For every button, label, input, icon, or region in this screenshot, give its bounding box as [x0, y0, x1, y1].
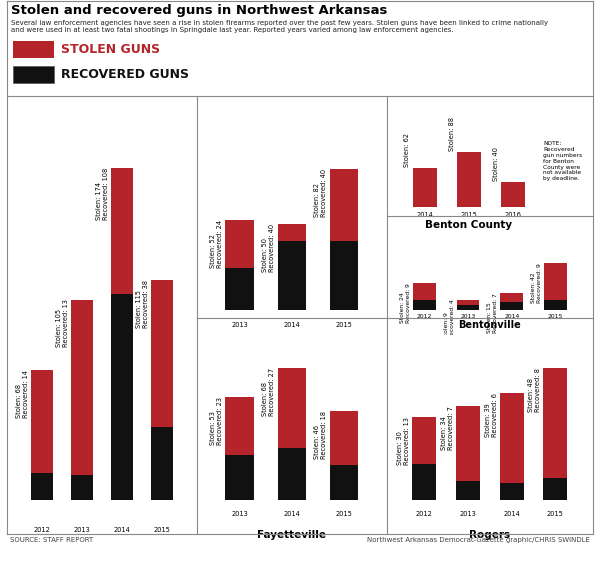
- Text: Stolen: 39
Recovered: 6: Stolen: 39 Recovered: 6: [485, 393, 497, 436]
- Bar: [330, 241, 358, 310]
- Text: Stolen: 9
Recovered: 4: Stolen: 9 Recovered: 4: [444, 300, 455, 339]
- Bar: [412, 418, 436, 500]
- Bar: [413, 300, 436, 310]
- Bar: [330, 465, 358, 500]
- Bar: [500, 302, 523, 310]
- Text: SOURCE: STAFF REPORT: SOURCE: STAFF REPORT: [10, 537, 94, 543]
- Text: 2012: 2012: [417, 314, 432, 319]
- Text: Stolen: 42
Recovered: 9: Stolen: 42 Recovered: 9: [531, 263, 542, 303]
- Text: Stolen: 68
Recovered: 27: Stolen: 68 Recovered: 27: [262, 368, 275, 416]
- Text: 2015: 2015: [547, 512, 564, 517]
- Bar: [412, 464, 436, 500]
- Text: 2014: 2014: [504, 314, 520, 319]
- Text: RECOVERED GUNS: RECOVERED GUNS: [61, 68, 189, 81]
- Bar: [278, 224, 306, 310]
- Text: 2014: 2014: [503, 512, 520, 517]
- Text: Stolen: 24
Recovered: 9: Stolen: 24 Recovered: 9: [400, 283, 411, 323]
- Text: Stolen: 50
Recovered: 40: Stolen: 50 Recovered: 40: [262, 224, 275, 272]
- Bar: [226, 455, 254, 500]
- Text: Fayetteville: Fayetteville: [257, 530, 326, 540]
- Text: Stolen: 105
Recovered: 13: Stolen: 105 Recovered: 13: [56, 300, 69, 347]
- Bar: [500, 393, 524, 500]
- Bar: [278, 448, 306, 500]
- Bar: [330, 169, 358, 310]
- Bar: [501, 182, 525, 207]
- Bar: [71, 475, 93, 500]
- Text: Northwest Arkansas Democrat-Gazette graphic/CHRIS SWINDLE: Northwest Arkansas Democrat-Gazette grap…: [367, 537, 590, 543]
- Bar: [544, 368, 568, 500]
- Text: Rogers: Rogers: [469, 530, 511, 540]
- Text: 2015: 2015: [335, 321, 353, 328]
- Text: 2015: 2015: [154, 526, 170, 533]
- Bar: [226, 269, 254, 310]
- Text: Stolen: 115
Recovered: 38: Stolen: 115 Recovered: 38: [136, 280, 149, 328]
- Text: Stolen: 48
Recovered: 8: Stolen: 48 Recovered: 8: [528, 368, 541, 412]
- Text: 2014: 2014: [283, 512, 301, 517]
- Bar: [413, 168, 437, 207]
- Text: Stolen: 174
Recovered: 108: Stolen: 174 Recovered: 108: [96, 168, 109, 220]
- Text: Stolen: 53
Recovered: 23: Stolen: 53 Recovered: 23: [210, 397, 223, 445]
- Bar: [278, 241, 306, 310]
- Text: Bentonville: Bentonville: [458, 320, 521, 330]
- Text: 2013: 2013: [232, 512, 248, 517]
- Bar: [330, 410, 358, 500]
- Bar: [111, 294, 133, 500]
- Bar: [151, 427, 173, 500]
- Text: NOTE:
Recovered
gun numbers
for Benton
County were
not available
by deadline.: NOTE: Recovered gun numbers for Benton C…: [543, 141, 583, 181]
- Bar: [457, 305, 479, 310]
- Text: Stolen: 68
Recovered: 14: Stolen: 68 Recovered: 14: [16, 370, 29, 418]
- Text: 2015: 2015: [460, 212, 478, 218]
- Text: 2016: 2016: [505, 212, 521, 218]
- Text: Several law enforcement agencies have seen a rise in stolen firearms reported ov: Several law enforcement agencies have se…: [11, 20, 548, 33]
- Bar: [151, 280, 173, 500]
- Bar: [457, 152, 481, 207]
- Bar: [544, 263, 567, 310]
- Bar: [111, 168, 133, 500]
- Text: Stolen: 88: Stolen: 88: [449, 117, 455, 151]
- Bar: [500, 484, 524, 500]
- Text: Springdale: Springdale: [260, 341, 324, 351]
- Text: 2012: 2012: [34, 526, 50, 533]
- Bar: [226, 397, 254, 500]
- Bar: [278, 368, 306, 500]
- Text: Stolen: 30
Recovered: 13: Stolen: 30 Recovered: 13: [397, 418, 410, 466]
- Bar: [31, 473, 53, 500]
- Bar: [457, 300, 479, 310]
- Text: Stolen: 46
Recovered: 18: Stolen: 46 Recovered: 18: [314, 410, 327, 459]
- Text: Stolen: 82
Recovered: 40: Stolen: 82 Recovered: 40: [314, 169, 327, 217]
- Text: 2014: 2014: [416, 212, 433, 218]
- Text: Stolen: 62: Stolen: 62: [404, 133, 410, 167]
- Text: Stolen: 52
Recovered: 24: Stolen: 52 Recovered: 24: [210, 220, 223, 269]
- Bar: [413, 283, 436, 310]
- Text: STOLEN GUNS: STOLEN GUNS: [61, 43, 160, 56]
- Bar: [500, 293, 523, 310]
- Bar: [71, 300, 93, 500]
- Bar: [226, 220, 254, 310]
- Text: 2015: 2015: [335, 512, 353, 517]
- Text: Stolen: 15
Recovered: 7: Stolen: 15 Recovered: 7: [487, 293, 498, 333]
- Text: 2015: 2015: [548, 314, 563, 319]
- Bar: [544, 478, 568, 500]
- Text: Benton County: Benton County: [425, 220, 512, 230]
- Text: 2013: 2013: [460, 314, 476, 319]
- Text: Stolen and recovered guns in Northwest Arkansas: Stolen and recovered guns in Northwest A…: [11, 4, 387, 17]
- Text: 2012: 2012: [416, 512, 433, 517]
- Bar: [456, 406, 480, 500]
- Bar: [31, 370, 53, 500]
- Text: 2014: 2014: [113, 526, 130, 533]
- Text: 2014: 2014: [283, 321, 301, 328]
- Bar: [456, 481, 480, 500]
- Text: 2013: 2013: [232, 321, 248, 328]
- Bar: [544, 300, 567, 310]
- Text: Stolen: 40: Stolen: 40: [493, 148, 499, 181]
- Text: 2013: 2013: [460, 512, 476, 517]
- Text: Stolen: 34
Recovered: 7: Stolen: 34 Recovered: 7: [441, 406, 454, 450]
- Text: 2013: 2013: [74, 526, 91, 533]
